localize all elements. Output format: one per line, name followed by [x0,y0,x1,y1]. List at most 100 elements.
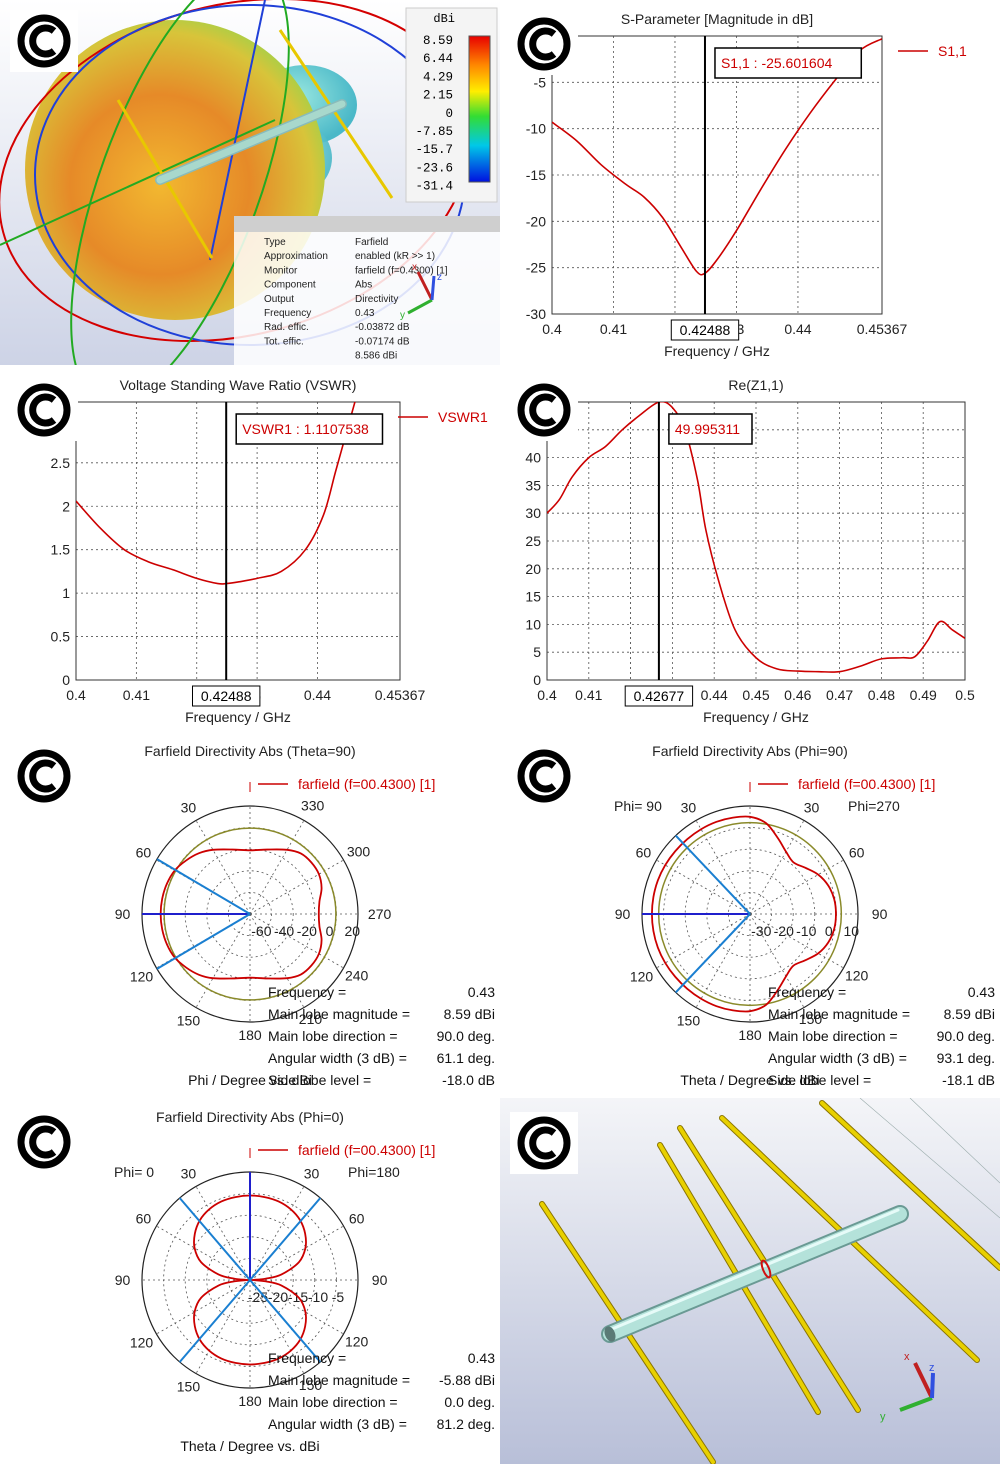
copyright-icon [517,749,571,803]
legend-label: VSWR1 [438,409,488,425]
x-axis-label: Frequency / GHz [703,709,809,725]
copyright-logo [510,13,578,75]
polar-grid-spoke [156,1225,251,1281]
color-scale-label: -7.85 [415,125,453,139]
info-value: -0.03872 dB [355,322,410,333]
info-key: Tot. effic. [264,336,304,347]
copyright-logo [10,1111,78,1173]
marker-x-label: 0.42677 [634,688,685,704]
y-tick-label: -10 [526,121,546,137]
angle-label: 120 [845,968,869,984]
chart-title: Farfield Directivity Abs (Theta=90) [144,743,355,759]
angle-label: 90 [115,1272,131,1288]
polar-grid-spoke [156,1279,251,1335]
plot-frame [551,35,883,315]
angle-label: 270 [368,906,392,922]
x-tick-label: 0.4 [537,687,557,703]
copyright-logo [10,10,78,72]
stat-value: -18.0 dB [442,1072,495,1088]
z-axis-arrow [430,275,436,301]
polar-grid-spoke [249,820,305,915]
copyright-logo [510,745,578,807]
angle-label: 150 [177,1013,201,1029]
stat-label: Main lobe direction = [268,1028,398,1044]
antenna-model-view: x y z [500,1098,1000,1464]
angle-label: 180 [238,1393,262,1409]
angle-label: 120 [345,1334,369,1350]
x-tick-label: 0.45367 [857,321,908,337]
impedance-panel: Re(Z1,1) 0.4 0.41 0 0.44 0.45 0.46 0.47 0.48 0.49… [500,366,1000,731]
green-axis [0,119,276,246]
x-tick-label: 0.49 [910,687,937,703]
copyright-icon [17,1115,71,1169]
stat-value: -5.88 dBi [439,1372,495,1388]
angle-label: 240 [345,968,369,984]
radial-tick-label: -30 [751,923,771,939]
angle-label: 150 [177,1379,201,1395]
beamwidth-line [249,1279,322,1363]
info-value: -0.07174 dB [355,336,410,347]
info-panel-background [234,216,500,365]
blue-axis [209,0,266,261]
stat-value: 0.43 [468,1350,495,1366]
y-tick-label: 30 [525,505,541,521]
angle-label: 60 [349,1210,365,1226]
copyright-logo [10,745,78,807]
angle-label: 120 [130,969,154,985]
z-axis-arrow [930,1372,935,1399]
stat-value: 8.59 dBi [444,1006,495,1022]
stat-value: 90.0 deg. [937,1028,995,1044]
polar-axis-label: Theta / Degree vs. dBi [180,1438,319,1454]
copyright-icon [517,17,571,71]
marker-value-label: S1,1 : -25.601604 [721,55,833,71]
info-key: Type [264,237,286,248]
legend-label: farfield (f=00.4300) [1] [298,776,435,792]
info-value: 0.43 [355,308,375,319]
reflector-element [278,29,394,199]
beamwidth-line [675,834,751,915]
color-scale-label: 8.59 [423,34,453,48]
y-axis-label: y [400,310,405,321]
y-tick-label: 1 [62,585,70,601]
x-axis-label: Frequency / GHz [664,343,770,359]
copyright-c-icon [29,393,57,427]
stat-label: Main lobe magnitude = [268,1006,410,1022]
chart-title: Voltage Standing Wave Ratio (VSWR) [120,377,357,393]
angle-label: 150 [677,1013,701,1029]
angle-label: 180 [238,1027,262,1043]
plot-frame [75,401,401,681]
y-tick-label: -30 [526,306,546,322]
y-tick-label: 2 [62,498,70,514]
marker-x-box [191,685,261,707]
angle-label: 90 [115,906,131,922]
polar-grid-circle [184,1214,316,1346]
beamwidth-line [156,913,251,970]
radial-tick-label: 0 [326,923,334,939]
polar-grid-circle [206,1236,294,1324]
angle-label: 210 [299,1011,323,1027]
angle-label: 300 [347,843,371,859]
stat-value: 61.1 deg. [437,1050,495,1066]
radial-tick-label: -5 [332,1289,345,1305]
color-scale-label: -15.7 [415,143,453,157]
angle-label: 30 [181,799,197,815]
x-tick-label: 0.41 [123,687,150,703]
stat-label: Main lobe magnitude = [768,1006,910,1022]
antenna-model-panel: x y z [500,1098,1000,1464]
stat-label: Main lobe magnitude = [268,1372,410,1388]
stat-value: -18.1 dB [942,1072,995,1088]
antenna-element [820,1101,1000,1270]
color-scale: dBi 8.59 6.44 4.29 2.15 0 -7.85 -15.7 -23.6 -31.4 [405,7,498,203]
x-tick-label: 0.41 [600,321,627,337]
angle-label: 30 [681,799,697,815]
copyright-logo [510,1112,578,1174]
angle-label: 180 [738,1027,762,1043]
beamwidth-line [249,1197,322,1281]
polar-axis-label: Theta / Degree vs. dBi [680,1072,819,1088]
y-tick-label: 40 [525,450,541,466]
boom-highlight [610,1208,900,1331]
radial-tick-label: -10 [796,923,816,939]
color-scale-label: 4.29 [423,70,453,84]
z-axis-label: z [929,1362,935,1374]
marker-x-label: 0.42488 [201,688,252,704]
